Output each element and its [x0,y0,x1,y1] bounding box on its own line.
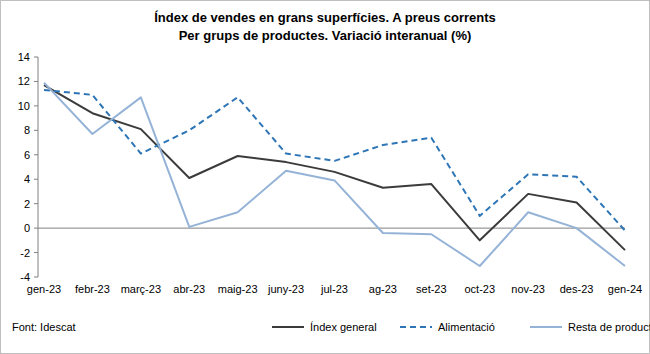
y-tick [34,203,38,204]
series-line [44,90,625,231]
y-axis [38,57,39,277]
x-tick-label: ag-23 [369,283,397,295]
y-tick-label: -2 [20,247,30,259]
series-group [44,83,625,266]
x-tick-label: gen-24 [608,283,642,295]
y-tick [34,154,38,155]
x-tick-label: febr-23 [75,283,110,295]
series-line [44,85,625,250]
legend-swatch [530,326,562,328]
legend-label: Resta de productes [568,321,650,333]
x-tick-label: oct-23 [464,283,495,295]
series-line [44,83,625,266]
y-tick [34,179,38,180]
y-tick-label: 10 [18,100,30,112]
x-tick-label: març-23 [121,283,161,295]
y-tick-label: -4 [20,271,30,283]
y-tick-label: 12 [18,75,30,87]
chart: Índex de vendes en grans superfícies. A … [0,0,650,354]
y-tick-label: 2 [24,198,30,210]
legend-label: Alimentació [438,321,495,333]
zero-line [38,228,625,229]
y-tick-label: 6 [24,149,30,161]
x-tick-label: juny-23 [267,283,304,295]
title: Índex de vendes en grans superfícies. A … [154,10,496,25]
subtitle: Per grups de productes. Variació interan… [179,28,472,43]
y-tick [34,252,38,253]
source: Font: Idescat [12,321,76,333]
x-tick-label: des-23 [560,283,594,295]
y-tick [34,130,38,131]
y-tick-label: 4 [24,173,30,185]
y-tick-label: 0 [24,222,30,234]
x-tick-label: maig-23 [218,283,258,295]
y-tick [34,81,38,82]
x-tick-label: set-23 [416,283,447,295]
legend-label: Índex general [310,321,377,333]
y-tick-label: 14 [18,51,30,63]
legend-swatch [272,326,304,328]
x-tick-label: abr-23 [173,283,205,295]
y-tick [34,228,38,229]
chart-border [1,1,650,354]
y-tick [34,57,38,58]
x-tick-label: nov-23 [511,283,545,295]
y-tick [34,105,38,106]
x-tick-label: jul-23 [320,283,348,295]
y-tick-label: 8 [24,124,30,136]
x-tick-label: gen-23 [27,283,61,295]
legend-swatch [400,326,432,328]
y-tick [34,277,38,278]
